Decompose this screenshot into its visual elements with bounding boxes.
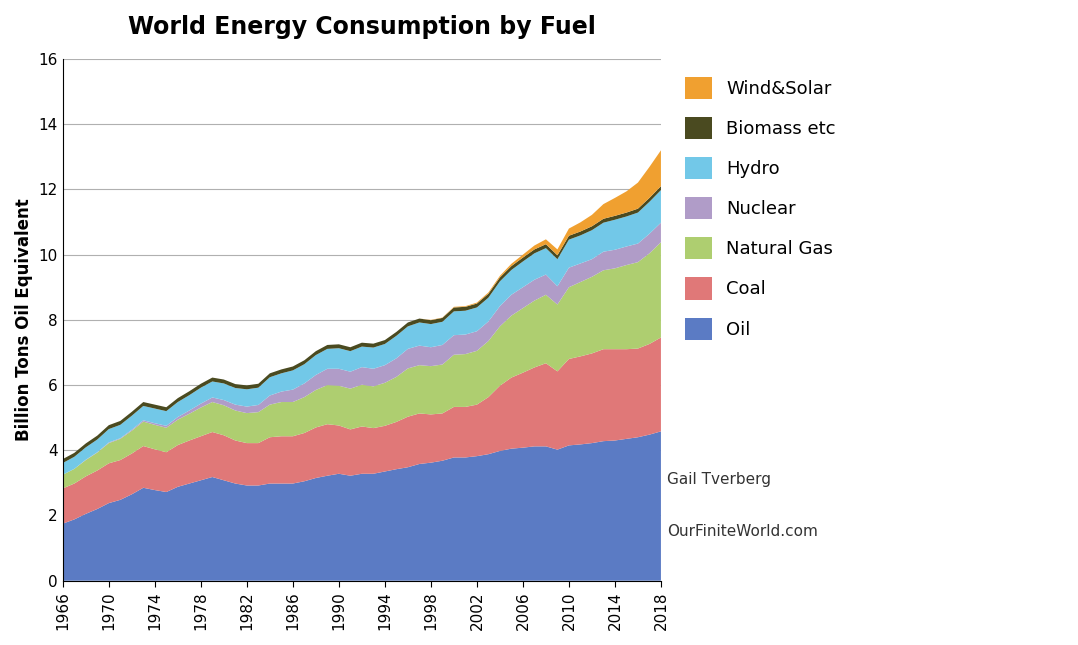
Text: Gail Tverberg: Gail Tverberg (667, 471, 771, 487)
Legend: Wind&Solar, Biomass etc, Hydro, Nuclear, Natural Gas, Coal, Oil: Wind&Solar, Biomass etc, Hydro, Nuclear,… (676, 68, 845, 348)
Title: World Energy Consumption by Fuel: World Energy Consumption by Fuel (128, 15, 596, 39)
Y-axis label: Billion Tons Oil Equivalent: Billion Tons Oil Equivalent (15, 199, 33, 441)
Text: OurFiniteWorld.com: OurFiniteWorld.com (667, 524, 818, 539)
